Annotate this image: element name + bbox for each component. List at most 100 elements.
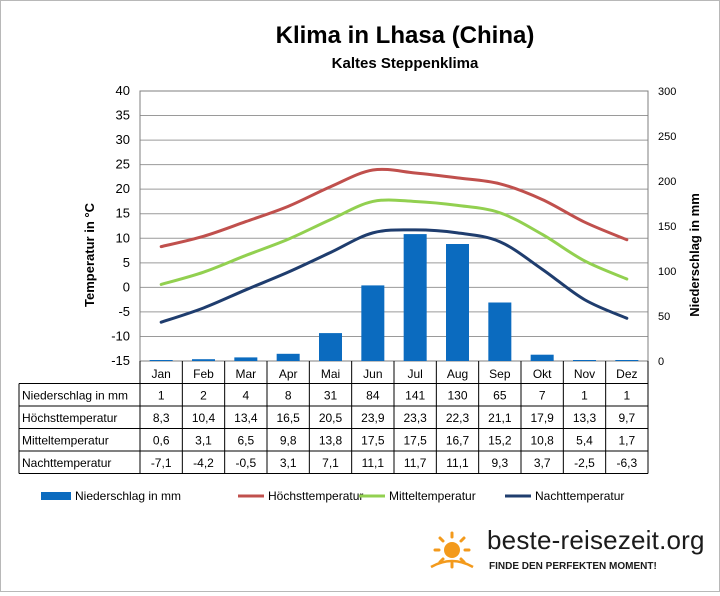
table-cell-value: 20,5 <box>319 411 343 425</box>
table-cell-value: 1,7 <box>618 434 635 448</box>
month-label: Feb <box>193 367 214 381</box>
table-cell-value: 4 <box>242 389 249 403</box>
y-left-tick-label: 35 <box>116 108 130 123</box>
legend-high-temperature: Höchsttemperatur <box>268 489 363 503</box>
chart-title: Klima in Lhasa (China) <box>276 22 535 49</box>
table-cell-value: 1 <box>623 389 630 403</box>
y-right-tick-label: 150 <box>658 221 676 233</box>
precipitation-bar <box>530 354 554 361</box>
precipitation-bar <box>488 302 512 361</box>
table-cell-value: 17,5 <box>361 434 385 448</box>
month-label: Aug <box>447 367 468 381</box>
y-right-axis-label: Niederschlag in mm <box>687 193 702 317</box>
precipitation-bar <box>192 359 215 361</box>
table-cell-value: 13,4 <box>234 411 258 425</box>
table-cell-value: 11,1 <box>362 456 385 470</box>
month-label: Apr <box>279 367 298 381</box>
y-left-axis-label: Temperatur in °C <box>82 202 97 307</box>
table-cell-value: 130 <box>447 389 467 403</box>
high-temperature-line <box>159 167 629 249</box>
precipitation-bar <box>446 244 469 361</box>
table-cell-value: 22,3 <box>446 411 470 425</box>
legend-night-temperature: Nachttemperatur <box>535 489 624 503</box>
y-left-tick-label: 15 <box>116 206 130 221</box>
table-cell-value: 10,4 <box>192 411 216 425</box>
y-left-tick-label: -15 <box>111 353 130 368</box>
table-cell-value: 7,1 <box>322 456 339 470</box>
table-cell-value: -6,3 <box>616 456 637 470</box>
table-cell-value: 65 <box>493 389 507 403</box>
y-left-tick-label: 0 <box>123 279 130 294</box>
table-cell-value: 23,9 <box>361 411 385 425</box>
month-label: Dez <box>616 367 637 381</box>
legend-swatch <box>41 492 71 500</box>
table-row-header: Nachttemperatur <box>22 456 111 470</box>
table-cell-value: 6,5 <box>237 434 254 448</box>
table-cell-value: 17,5 <box>403 434 427 448</box>
precipitation-bar <box>403 234 427 361</box>
y-right-tick-label: 50 <box>658 311 670 323</box>
table-cell-value: 21,1 <box>488 411 512 425</box>
precipitation-bar <box>361 285 385 361</box>
table-cell-value: 3,7 <box>534 456 551 470</box>
y-right-tick-label: 100 <box>658 266 676 278</box>
y-left-tick-label: 5 <box>123 255 130 270</box>
month-label: Jul <box>407 367 422 381</box>
table-cell-value: 7 <box>539 389 546 403</box>
y-right-tick-label: 250 <box>658 131 676 143</box>
table-cell-value: 10,8 <box>530 434 554 448</box>
y-left-tick-label: 40 <box>116 83 130 98</box>
table-cell-value: 9,3 <box>491 456 508 470</box>
chart-subtitle: Kaltes Steppenklima <box>332 55 479 72</box>
table-cell-value: 3,1 <box>280 456 297 470</box>
mean-temperature-line <box>159 198 629 286</box>
night-temperature-line <box>159 228 629 324</box>
month-label: Mar <box>235 367 256 381</box>
brand-name: beste-reisezeit.org <box>487 525 705 555</box>
table-cell-value: 5,4 <box>576 434 593 448</box>
y-left-tick-label: 30 <box>116 132 130 147</box>
month-label: Okt <box>533 367 552 381</box>
table-cell-value: 16,5 <box>276 411 300 425</box>
plot-area-border <box>139 90 649 362</box>
table-cell-value: 8 <box>285 389 292 403</box>
table-cell-value: 16,7 <box>446 434 470 448</box>
table-cell-value: 141 <box>405 389 425 403</box>
precipitation-bar <box>234 357 258 361</box>
table-row-header: Mitteltemperatur <box>22 434 109 448</box>
month-label: Jun <box>363 367 382 381</box>
table-cell-value: 0,6 <box>153 434 170 448</box>
table-cell-value: 31 <box>324 389 338 403</box>
precipitation-bar <box>573 360 596 361</box>
legend-mean-temperature: Mitteltemperatur <box>389 489 476 503</box>
precipitation-bar <box>149 360 173 361</box>
table-cell-value: -2,5 <box>574 456 595 470</box>
table-cell-value: 9,7 <box>618 411 635 425</box>
legend-precipitation: Niederschlag in mm <box>75 489 181 503</box>
precipitation-bar <box>319 333 342 361</box>
month-label: Sep <box>489 367 511 381</box>
y-left-tick-label: 25 <box>116 157 130 172</box>
month-label: Mai <box>321 367 340 381</box>
y-left-tick-label: 10 <box>116 230 130 245</box>
table-cell-value: -7,1 <box>151 456 172 470</box>
table-cell-value: 1 <box>158 389 165 403</box>
brand-tagline: FINDE DEN PERFEKTEN MOMENT! <box>489 561 657 572</box>
precipitation-bar <box>615 360 639 361</box>
table-cell-value: 8,3 <box>153 411 170 425</box>
table-cell-value: 15,2 <box>488 434 512 448</box>
y-left-tick-label: 20 <box>116 181 130 196</box>
month-label: Nov <box>574 367 595 381</box>
y-right-tick-label: 0 <box>658 356 664 368</box>
month-label: Jan <box>151 367 170 381</box>
table-row-header: Höchsttemperatur <box>22 411 117 425</box>
sun-logo-icon <box>430 531 474 569</box>
table-cell-value: 13,8 <box>319 434 343 448</box>
y-right-tick-label: 300 <box>658 86 676 98</box>
table-cell-value: 9,8 <box>280 434 297 448</box>
y-left-tick-label: -5 <box>118 304 130 319</box>
table-cell-value: -0,5 <box>235 456 256 470</box>
table-cell-value: 11,7 <box>404 456 427 470</box>
